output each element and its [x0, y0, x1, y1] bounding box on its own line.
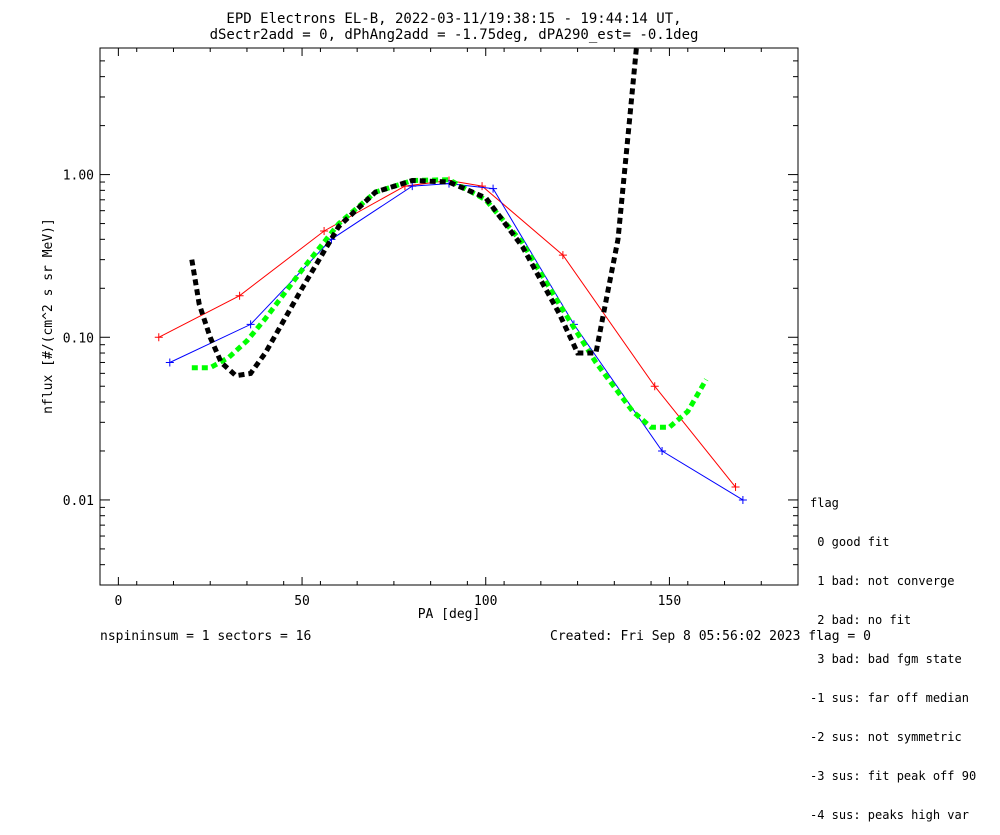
data-point: [658, 446, 667, 455]
data-point: [408, 182, 417, 191]
data-point: [478, 182, 487, 191]
data-point: [731, 483, 740, 492]
legend-entry: 1 bad: not converge: [810, 574, 955, 588]
x-axis-label: PA [deg]: [418, 607, 481, 622]
series-line: [191, 177, 709, 430]
series: [189, 47, 639, 379]
legend-entry: -4 sus: peaks high var: [810, 808, 969, 822]
chart: EPD Electrons EL-B, 2022-03-11/19:38:15 …: [41, 11, 871, 644]
footer-left: nspininsum = 1 sectors = 16: [100, 629, 311, 644]
series-layer: [154, 47, 747, 504]
data-point: [489, 184, 498, 193]
y-tick-label: 1.00: [63, 169, 94, 184]
y-axis: 0.01 0.10 1.00: [63, 47, 798, 586]
data-point: [650, 382, 659, 391]
x-tick-label: 0: [114, 594, 122, 609]
x-tick-label: 100: [474, 594, 497, 609]
legend-title: flag: [810, 496, 839, 510]
data-point: [738, 495, 747, 504]
data-point: [320, 227, 329, 236]
series-line: [158, 179, 736, 488]
series-line: [169, 183, 744, 501]
chart-subtitle: dSectr2add = 0, dPhAng2add = -1.75deg, d…: [210, 27, 699, 43]
legend-entry: -3 sus: fit peak off 90: [810, 769, 977, 783]
x-axis: 0 50 100 150: [99, 48, 799, 609]
x-tick-label: 50: [294, 594, 310, 609]
data-point: [154, 333, 163, 342]
series-line: [189, 47, 639, 379]
data-point: [235, 291, 244, 300]
data-point: [558, 251, 567, 260]
x-tick-label: 150: [658, 594, 681, 609]
y-tick-label: 0.01: [63, 494, 94, 509]
legend-entry: 3 bad: bad fgm state: [810, 652, 962, 666]
legend-entry: -1 sus: far off median: [810, 691, 969, 705]
legend: flag 0 good fit 1 bad: not converge 2 ba…: [810, 471, 976, 835]
legend-entry: -2 sus: not symmetric: [810, 730, 962, 744]
series: [165, 179, 747, 504]
data-point: [246, 320, 255, 329]
legend-entry: 0 good fit: [810, 535, 890, 549]
data-point: [165, 358, 174, 367]
y-tick-label: 0.10: [63, 331, 94, 346]
chart-title: EPD Electrons EL-B, 2022-03-11/19:38:15 …: [226, 11, 681, 27]
series: [154, 176, 740, 492]
footer-right: Created: Fri Sep 8 05:56:02 2023 flag = …: [550, 629, 871, 644]
series: [191, 177, 709, 430]
plot-frame: [99, 47, 799, 586]
y-axis-label: nflux [#/(cm^2 s sr MeV)]: [41, 218, 56, 414]
legend-entry: 2 bad: no fit: [810, 613, 912, 627]
